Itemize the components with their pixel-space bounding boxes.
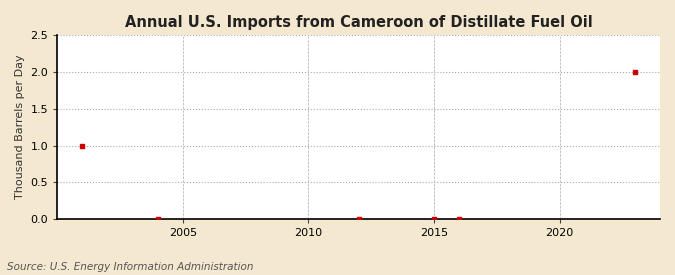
Point	[630, 70, 641, 74]
Point	[454, 217, 464, 221]
Text: Source: U.S. Energy Information Administration: Source: U.S. Energy Information Administ…	[7, 262, 253, 272]
Point	[429, 217, 439, 221]
Point	[353, 217, 364, 221]
Point	[153, 217, 163, 221]
Point	[77, 143, 88, 148]
Y-axis label: Thousand Barrels per Day: Thousand Barrels per Day	[15, 55, 25, 199]
Title: Annual U.S. Imports from Cameroon of Distillate Fuel Oil: Annual U.S. Imports from Cameroon of Dis…	[125, 15, 593, 30]
